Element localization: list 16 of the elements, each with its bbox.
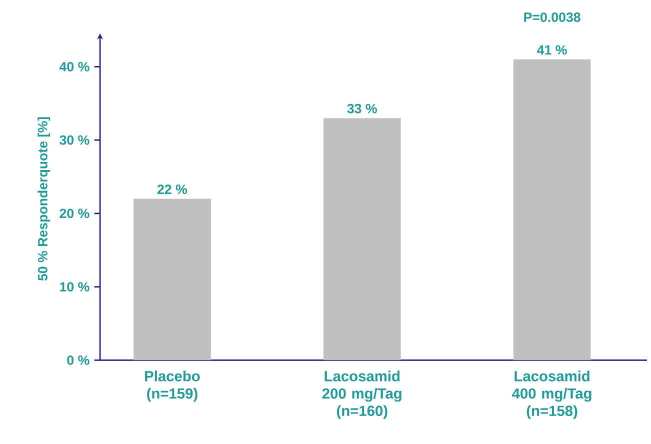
y-tick-label: 0 % [67, 355, 90, 365]
y-axis-title: 50 % Responderquote [%] [38, 117, 50, 281]
y-tick-label: 20 % [60, 208, 90, 218]
bar [513, 59, 591, 360]
data-label: 33 % [347, 104, 377, 114]
bar [134, 198, 211, 360]
y-tick-label: 30 % [60, 135, 90, 145]
y-tick-label: 40 % [59, 62, 90, 72]
x-tick-label: Lacosamid 400 mg/Tag (n=158) [512, 370, 592, 419]
x-tick-label: Lacosamid 200 mg/Tag (n=160) [322, 370, 402, 419]
data-label: 22 % [157, 184, 188, 194]
bar [323, 118, 401, 360]
x-tick-label: Placebo (n=159) [145, 370, 200, 402]
data-label: 41 % [537, 45, 567, 55]
y-tick-label: 10 % [60, 282, 90, 292]
text: P=0.0038 [524, 12, 580, 22]
